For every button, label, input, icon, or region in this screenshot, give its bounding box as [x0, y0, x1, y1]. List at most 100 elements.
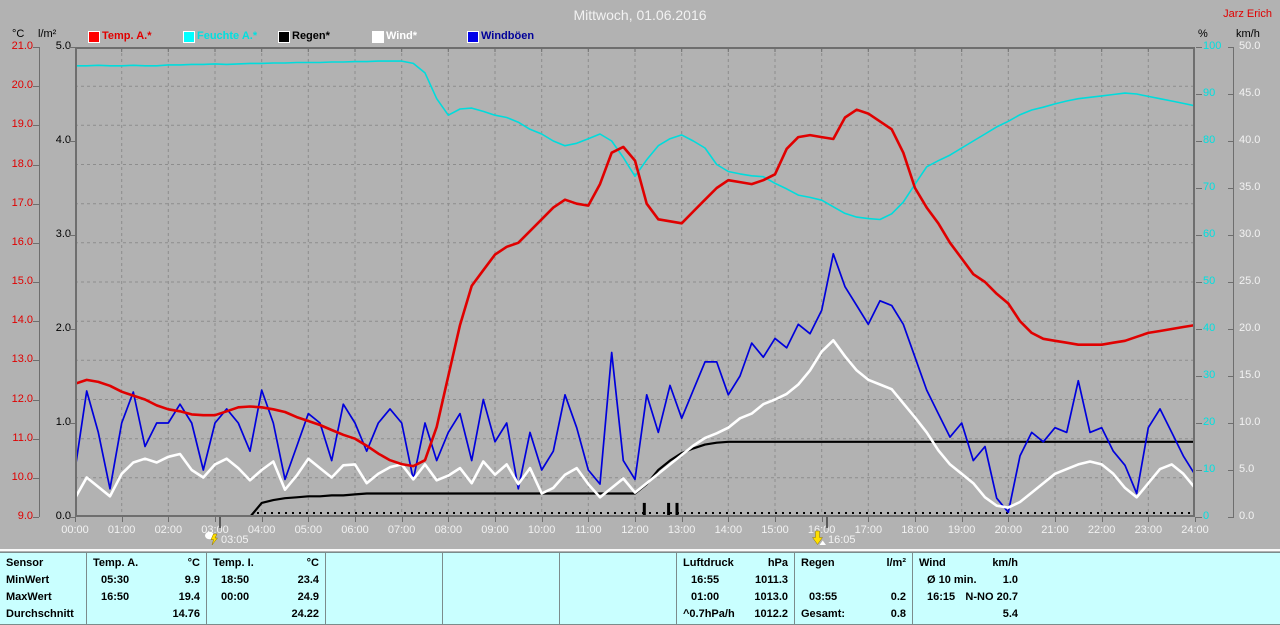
humidity-axis-tick	[1196, 141, 1202, 142]
temp-axis-unit: °C	[12, 28, 25, 40]
table-cell-time: Ø 10 min.	[927, 574, 977, 586]
windspeed-axis-tick	[1228, 376, 1234, 377]
temp-axis-tick	[33, 282, 39, 283]
rain-axis-tick	[69, 517, 75, 518]
temp-axis-tick-label: 21.0	[11, 40, 33, 52]
x-axis-time-label: 00:00	[61, 524, 89, 536]
x-axis-time-label: 19:00	[947, 524, 976, 536]
rain-event-bar	[642, 502, 646, 517]
windspeed-axis-tick	[1228, 470, 1234, 471]
chart-canvas	[75, 47, 1195, 517]
x-axis-hour-tick	[1055, 517, 1056, 522]
legend-swatch-humidity	[183, 31, 195, 43]
table-cell-value: 1013.0	[754, 591, 788, 603]
rain-axis-tick-label: 4.0	[55, 134, 71, 146]
humidity-axis-tick-label: 40	[1203, 322, 1216, 334]
humidity-axis-tick-label: 90	[1203, 87, 1216, 99]
table-cell-time: 16:55	[691, 574, 720, 586]
x-axis-hour-tick	[1102, 517, 1103, 522]
x-axis-time-label: 22:00	[1087, 524, 1116, 536]
series-humidity	[75, 60, 1195, 221]
table-column-unit: l/m²	[886, 557, 906, 569]
windspeed-axis-tick	[1228, 188, 1234, 189]
humidity-axis-tick-label: 30	[1203, 369, 1216, 381]
table-cell-time: 03:55	[809, 591, 838, 603]
temp-axis-tick-label: 19.0	[11, 118, 33, 131]
humidity-axis-unit: %	[1198, 28, 1208, 40]
x-axis-hour-tick	[495, 517, 496, 522]
table-row-label: Sensor	[6, 557, 44, 569]
x-axis-hour-tick	[868, 517, 869, 522]
table-cell-time: 05:30	[101, 574, 130, 586]
rain-event-bar	[667, 502, 671, 517]
table-cell-value: 19.4	[178, 591, 200, 603]
x-axis-hour-tick	[262, 517, 263, 522]
temp-axis-tick-label: 16.0	[11, 235, 33, 248]
humidity-axis-tick-label: 100	[1203, 40, 1222, 52]
series-wind	[75, 338, 1195, 509]
rain-axis-tick	[69, 141, 75, 142]
event-marker-time: 16:05	[828, 534, 856, 546]
rain-axis-tick	[69, 423, 75, 424]
table-cell-value: 24.22	[291, 608, 319, 620]
temp-axis-tick-label: 9.0	[17, 510, 33, 522]
x-axis-time-label: 21:00	[1041, 524, 1069, 536]
series-gusts	[75, 252, 1195, 514]
rain-shower-icon	[811, 530, 827, 546]
plot-border	[75, 47, 1195, 517]
windspeed-axis-unit: km/h	[1236, 28, 1260, 40]
table-separator	[0, 549, 1280, 551]
table-column-header: Temp. I.	[213, 557, 254, 569]
temp-axis-tick-label: 11.0	[12, 431, 33, 444]
windspeed-axis-tick-label: 5.0	[1239, 463, 1255, 475]
rain-event-bar	[675, 502, 679, 517]
humidity-axis-tick	[1196, 94, 1202, 95]
windspeed-axis-tick-label: 30.0	[1239, 228, 1261, 240]
windspeed-axis-tick	[1228, 329, 1234, 330]
temp-axis-tick	[33, 125, 39, 126]
windspeed-axis-tick	[1228, 517, 1234, 518]
table-column-unit: °C	[306, 557, 319, 569]
table-column-empty	[559, 553, 676, 624]
table-column-temp-i-: Temp. I. °C 18:50 23.4 00:00 24.9 24.22	[206, 553, 325, 624]
legend-swatch-rain	[278, 31, 290, 43]
x-axis-hour-tick	[1008, 517, 1009, 522]
x-axis-hour-tick	[728, 517, 729, 522]
humidity-axis-tick	[1196, 329, 1202, 330]
windspeed-axis-tick	[1228, 282, 1234, 283]
legend-swatch-wind	[372, 31, 384, 43]
x-axis-time-label: 16:00	[807, 524, 836, 536]
table-cell-value: 1012.2	[754, 608, 788, 620]
legend-label-temp: Temp. A.*	[102, 30, 152, 42]
table-cell-time: 18:50	[221, 574, 250, 586]
x-axis-time-label: 06:00	[341, 524, 369, 536]
legend-label-rain: Regen*	[292, 30, 330, 42]
temp-axis-tick	[33, 47, 39, 48]
x-axis-time-label: 18:00	[901, 524, 929, 536]
x-axis-time-label: 12:00	[621, 524, 649, 536]
table-cell-time: 01:00	[691, 591, 720, 603]
windspeed-axis-tick-label: 50.0	[1239, 40, 1261, 52]
table-cell-value: N-NO 20.7	[965, 591, 1018, 603]
temp-axis-tick	[33, 400, 39, 401]
x-axis-hour-tick	[962, 517, 963, 522]
windspeed-axis-tick-label: 10.0	[1239, 416, 1261, 428]
temp-axis-tick	[33, 321, 39, 322]
table-cell-time: 16:50	[101, 591, 130, 603]
temp-axis-tick	[33, 86, 39, 87]
table-row-label: MaxWert	[6, 591, 52, 603]
windspeed-axis-tick	[1228, 94, 1234, 95]
x-axis-hour-tick	[448, 517, 449, 522]
x-axis-hour-tick	[355, 517, 356, 522]
x-axis-hour-tick	[122, 517, 123, 522]
table-cell-value: 1011.3	[754, 574, 788, 586]
humidity-axis-tick	[1196, 235, 1202, 236]
table-cell-value: 24.9	[297, 591, 319, 603]
legend-label-wind: Wind*	[386, 30, 418, 42]
legend-swatch-temp	[88, 31, 100, 43]
x-axis-hour-tick	[308, 517, 309, 522]
humidity-axis-tick-label: 20	[1203, 416, 1216, 428]
temp-axis-tick	[33, 204, 39, 205]
x-axis-hour-tick	[402, 517, 403, 522]
